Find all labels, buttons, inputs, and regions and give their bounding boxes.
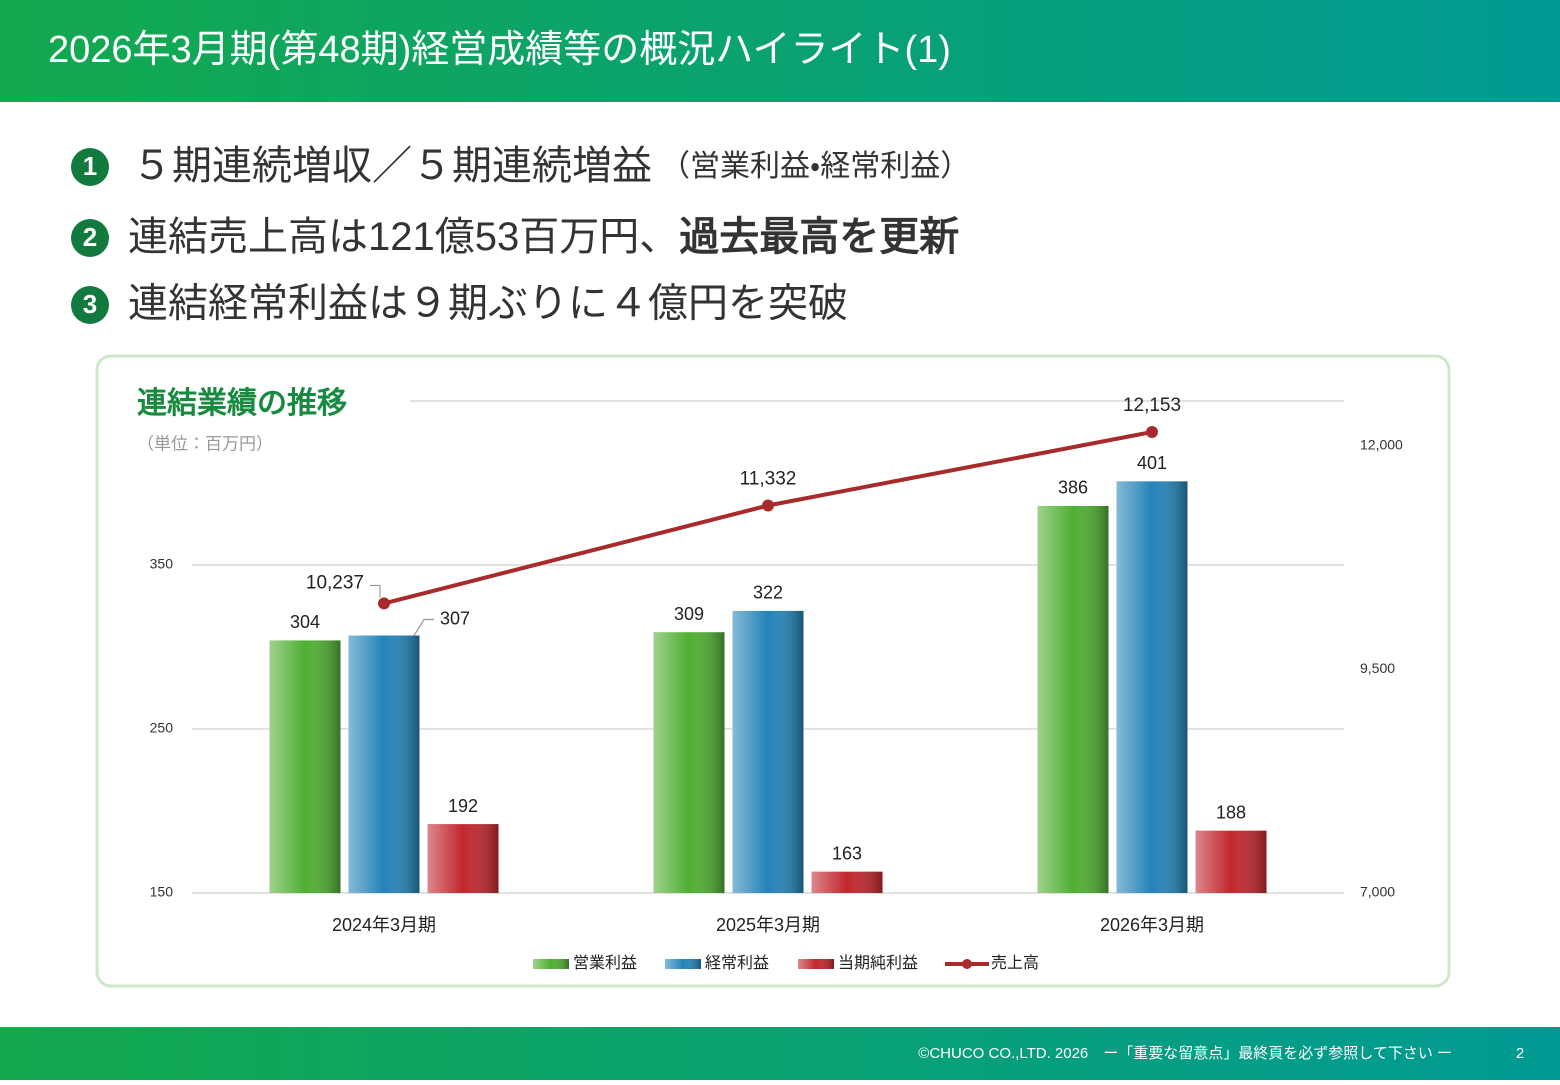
- bullet-1: 1 ５期連続増収／５期連続増益 （営業利益・経常利益）: [71, 144, 970, 188]
- y-tick-label: 350: [150, 556, 174, 572]
- line-point: [1146, 426, 1158, 439]
- line-point: [378, 597, 390, 610]
- line-point: [762, 499, 774, 512]
- chart-unit: （単位：百万円）: [137, 434, 273, 453]
- footer-band: [0, 1027, 1560, 1080]
- bullet-number: 2: [83, 222, 97, 252]
- y2-tick-label: 12,000: [1360, 436, 1403, 452]
- bar: [348, 635, 420, 893]
- bar: [1116, 481, 1188, 893]
- x-tick-label: 2025年3月期: [716, 915, 820, 935]
- x-tick-label: 2024年3月期: [332, 915, 436, 935]
- bar: [811, 871, 883, 893]
- data-label: 304: [290, 612, 320, 632]
- bullet-text: ５期連続増収／５期連続増益 （営業利益・経常利益）: [132, 144, 970, 188]
- y2-tick-label: 9,500: [1360, 660, 1395, 676]
- bar: [732, 610, 804, 893]
- data-label: 188: [1216, 802, 1246, 822]
- legend-swatch-shade: [533, 959, 569, 969]
- bullet-text: 連結売上高は121億53百万円、過去最高を更新: [128, 215, 959, 259]
- bullet-number: 1: [83, 151, 97, 181]
- bullet-2: 2 連結売上高は121億53百万円、過去最高を更新: [71, 215, 959, 259]
- chart-title: 連結業績の推移: [137, 387, 347, 420]
- y-tick-label: 150: [150, 884, 174, 900]
- data-label: 10,237: [306, 572, 364, 593]
- bullet-text: 連結経常利益は９期ぶりに４億円を突破: [128, 282, 848, 326]
- legend-label: 営業利益: [573, 954, 637, 972]
- header-band: [0, 0, 1560, 102]
- bullet-circle: [71, 219, 109, 257]
- data-label: 11,332: [740, 468, 797, 489]
- x-tick-label: 2026年3月期: [1100, 915, 1204, 935]
- page-number: 2: [1516, 1045, 1524, 1062]
- bullet-circle: [71, 148, 109, 186]
- bar: [269, 640, 341, 893]
- data-label: 309: [674, 604, 704, 624]
- page-title: 2026年3月期(第48期)経営成績等の概況ハイライト(1): [48, 29, 951, 71]
- legend-swatch-shade: [665, 959, 701, 969]
- data-label: 307: [440, 608, 470, 628]
- bar: [653, 632, 725, 893]
- data-label: 401: [1137, 453, 1167, 473]
- leader-line: [413, 618, 434, 636]
- bar: [1195, 830, 1267, 893]
- bullet-circle: [71, 286, 109, 324]
- bullet-emphasis: 過去最高を更新: [679, 215, 959, 259]
- y2-tick-label: 7,000: [1360, 884, 1395, 900]
- y-tick-label: 250: [150, 720, 174, 736]
- bullet-number: 3: [83, 289, 97, 319]
- data-label: 12,153: [1123, 395, 1181, 416]
- data-label: 386: [1058, 478, 1088, 498]
- bullet-note: （営業利益・経常利益）: [660, 150, 970, 183]
- leader-line: [370, 584, 381, 598]
- legend-label: 売上高: [991, 954, 1039, 972]
- legend-swatch-shade: [798, 959, 834, 969]
- bar: [1037, 505, 1109, 893]
- bullet-3: 3 連結経常利益は９期ぶりに４億円を突破: [71, 282, 848, 326]
- footer-copyright: ©CHUCO CO.,LTD. 2026 ー「重要な留意点」最終頁を必ず参照して…: [918, 1045, 1452, 1062]
- legend-label: 経常利益: [705, 954, 769, 972]
- legend-swatch-dot: [962, 959, 972, 969]
- bullet-main: 連結売上高は121億53百万円、: [128, 215, 679, 259]
- data-label: 192: [448, 796, 478, 816]
- data-label: 322: [753, 583, 783, 603]
- bar: [427, 824, 499, 893]
- bullet-main: ５期連続増収／５期連続増益: [132, 144, 652, 188]
- legend-label: 当期純利益: [838, 954, 918, 972]
- data-label: 163: [832, 843, 862, 863]
